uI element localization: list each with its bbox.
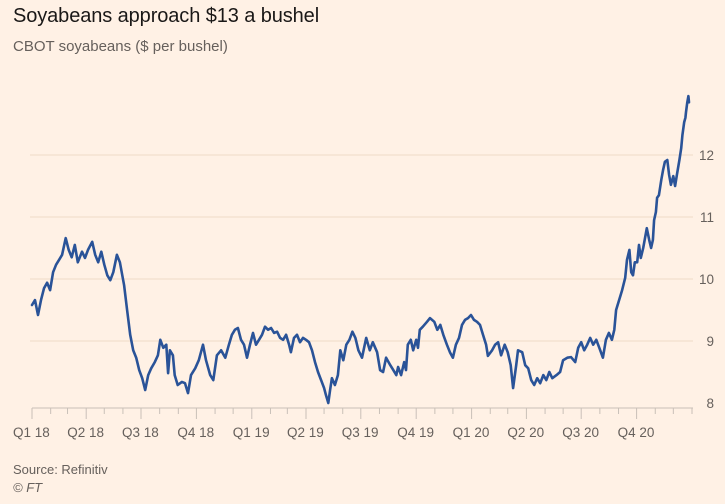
- chart-subtitle: CBOT soyabeans ($ per bushel): [13, 38, 228, 55]
- x-tick-label: Q2 19: [287, 425, 324, 440]
- x-tick-label: Q2 18: [67, 425, 104, 440]
- x-tick-label: Q3 19: [342, 425, 379, 440]
- x-tick-label: Q4 18: [177, 425, 214, 440]
- source-note: Source: Refinitiv: [13, 462, 108, 477]
- y-tick-label: 12: [699, 148, 714, 163]
- y-axis: 8 9 10 11 12: [699, 148, 714, 411]
- chart-title: Soyabeans approach $13 a bushel: [13, 5, 320, 27]
- x-tick-label: Q4 20: [618, 425, 655, 440]
- y-tick-label: 9: [706, 334, 714, 349]
- x-tick-label: Q3 18: [122, 425, 159, 440]
- x-tick-label: Q2 20: [507, 425, 544, 440]
- y-tick-label: 8: [706, 396, 714, 411]
- y-tick-label: 10: [699, 272, 714, 287]
- series-layer: [30, 94, 691, 405]
- y-tick-label: 11: [700, 210, 714, 225]
- copyright-note: © FT: [13, 480, 43, 495]
- x-tick-label: Q3 20: [562, 425, 599, 440]
- x-tick-label: Q4 19: [397, 425, 434, 440]
- series-line-soyabeans: [30, 94, 691, 405]
- x-tick-label: Q1 19: [233, 425, 270, 440]
- x-tick-label: Q1 18: [13, 425, 50, 440]
- gridlines: [30, 154, 693, 342]
- x-tick-label: Q1 20: [453, 425, 490, 440]
- x-axis: Q1 18 Q2 18 Q3 18 Q4 18 Q1 19 Q2 19 Q3 19 Q4 19…: [13, 407, 693, 440]
